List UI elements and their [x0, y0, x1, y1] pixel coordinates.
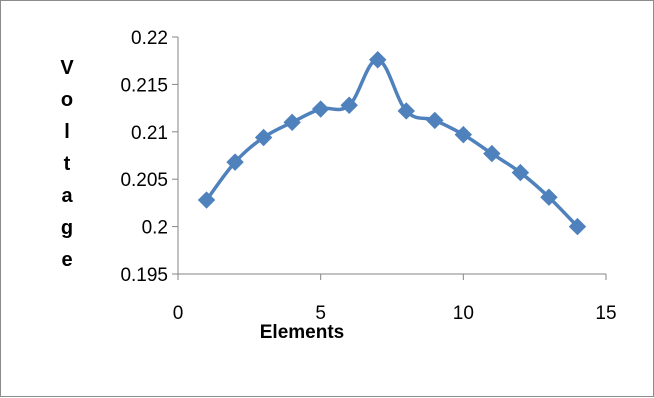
y-tick-label: 0.215 — [120, 75, 168, 96]
data-point — [226, 153, 244, 171]
data-point — [511, 163, 530, 182]
data-point — [197, 191, 216, 209]
data-point — [568, 217, 587, 236]
x-tick-label: 15 — [595, 303, 616, 324]
y-axis-label-letter: l — [64, 121, 70, 143]
x-tick-label: 10 — [453, 303, 474, 324]
data-point — [254, 128, 273, 147]
y-tick-label: 0.195 — [120, 265, 168, 286]
data-point — [426, 111, 444, 130]
data-point — [283, 113, 301, 132]
data-point — [311, 100, 330, 118]
y-axis-label-letter: a — [61, 185, 73, 207]
data-point — [483, 144, 501, 163]
data-point — [369, 51, 387, 69]
data-point — [340, 96, 358, 114]
x-axis-label: Elements — [260, 322, 344, 343]
y-axis-label-letter: o — [61, 89, 73, 111]
y-tick-label: 0.2 — [142, 218, 168, 239]
y-tick-label: 0.22 — [131, 28, 168, 49]
data-point — [397, 102, 415, 120]
y-tick-label: 0.205 — [120, 170, 168, 191]
y-axis-label-letter: t — [64, 153, 71, 175]
data-point — [540, 188, 558, 206]
x-tick-label: 0 — [173, 303, 184, 324]
y-axis-label-letter: e — [61, 249, 72, 271]
y-axis-label-letter: V — [60, 57, 74, 79]
y-axis-label-letter: g — [61, 217, 73, 239]
y-tick-label: 0.21 — [131, 123, 168, 144]
x-tick-label: 5 — [315, 303, 326, 324]
data-point — [454, 125, 473, 144]
